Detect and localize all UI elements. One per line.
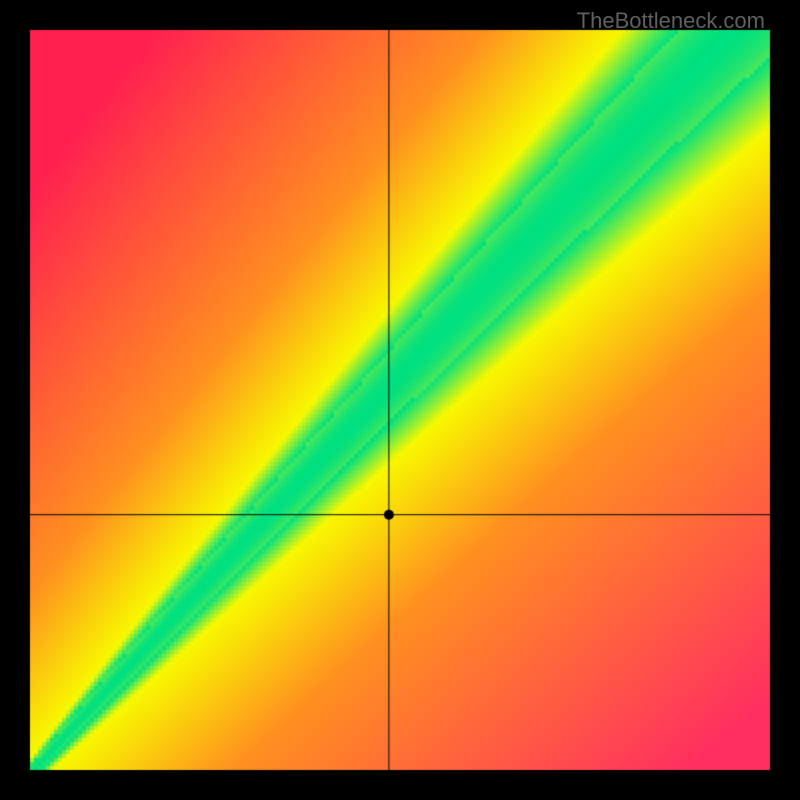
attribution-label: TheBottleneck.com bbox=[577, 8, 765, 34]
gradient-heatmap-canvas bbox=[0, 0, 800, 800]
bottleneck-chart-container: TheBottleneck.com bbox=[0, 0, 800, 800]
